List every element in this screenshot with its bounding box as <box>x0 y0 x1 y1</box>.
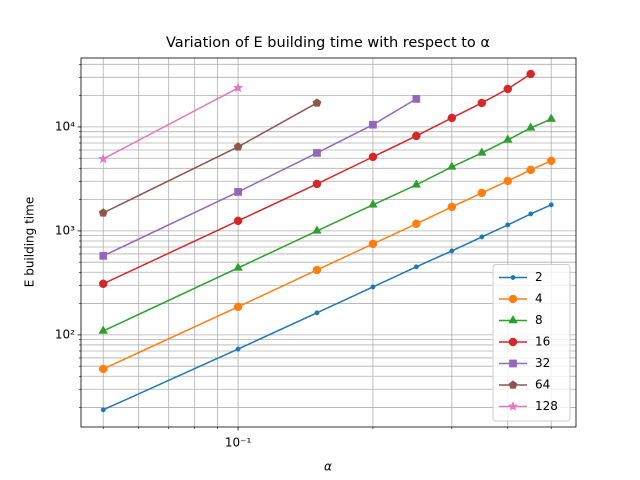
data-point <box>98 208 108 217</box>
x-axis-label: α <box>324 460 332 474</box>
legend-marker <box>509 359 517 368</box>
y-tick-label: 10⁴ <box>55 119 75 133</box>
legend-marker <box>508 380 518 389</box>
legend-label: 32 <box>535 356 550 370</box>
series <box>99 95 421 260</box>
y-axis-label: E building time <box>23 197 37 287</box>
data-point <box>503 84 513 94</box>
legend-label: 4 <box>535 292 543 306</box>
data-point <box>526 69 535 79</box>
legend-marker <box>510 275 516 280</box>
series <box>98 98 322 217</box>
data-point <box>98 279 108 289</box>
data-point <box>525 122 536 131</box>
series-line <box>102 118 552 332</box>
data-point <box>412 219 421 229</box>
legend-marker <box>507 400 519 411</box>
data-point <box>369 120 377 129</box>
legend-marker <box>508 314 518 324</box>
series <box>100 202 554 413</box>
data-point <box>447 113 457 123</box>
data-point <box>99 252 108 260</box>
data-point <box>479 234 485 240</box>
data-point <box>312 179 322 189</box>
data-point <box>412 131 421 141</box>
data-point <box>368 239 378 249</box>
data-point <box>314 310 320 316</box>
chart-title: Variation of E building time with respec… <box>166 35 490 51</box>
data-point <box>312 98 322 107</box>
legend-label: 64 <box>535 378 550 392</box>
data-point <box>97 153 109 164</box>
series <box>97 82 244 164</box>
data-point <box>505 222 511 228</box>
data-point <box>548 202 554 208</box>
legend-label: 16 <box>535 335 550 349</box>
y-tick-label: 10² <box>55 327 75 341</box>
legend-marker <box>508 294 518 304</box>
series-line <box>102 160 552 370</box>
data-point <box>411 179 422 188</box>
data-point <box>447 161 457 170</box>
data-point <box>313 149 321 157</box>
data-point <box>546 156 556 166</box>
data-point <box>370 284 376 290</box>
series <box>98 69 535 289</box>
data-point <box>234 188 242 196</box>
data-point <box>312 265 322 275</box>
series <box>98 113 556 334</box>
data-point <box>477 98 487 108</box>
x-tick-label: 10⁻¹ <box>225 436 252 450</box>
data-point <box>526 165 535 175</box>
series-line <box>102 204 552 411</box>
data-point <box>235 346 241 352</box>
data-point <box>233 142 243 151</box>
data-point <box>546 113 556 122</box>
data-point <box>232 82 244 93</box>
data-point <box>100 407 106 413</box>
plot-frame <box>80 57 577 428</box>
legend-label: 2 <box>535 270 543 284</box>
data-point <box>312 225 322 234</box>
series-line <box>102 87 239 160</box>
data-point <box>477 147 487 156</box>
series <box>98 156 556 374</box>
data-point <box>368 199 378 208</box>
y-tick-label: 10³ <box>55 223 75 237</box>
legend: 2 4 8 16 32 64 128 <box>492 264 571 422</box>
legend-marker <box>508 337 518 347</box>
data-point <box>233 302 243 312</box>
data-point <box>477 188 487 198</box>
data-point <box>233 216 243 226</box>
data-point <box>233 262 243 271</box>
data-point <box>449 248 455 254</box>
legend-label: 128 <box>535 399 558 413</box>
data-point <box>503 134 513 143</box>
data-point <box>528 211 534 217</box>
legend-label: 8 <box>535 313 543 327</box>
data-point <box>98 325 108 334</box>
data-point <box>413 264 419 270</box>
data-point <box>368 152 378 162</box>
data-point <box>447 202 457 212</box>
data-point <box>503 176 513 186</box>
data-point <box>412 95 421 103</box>
data-point <box>98 364 108 374</box>
